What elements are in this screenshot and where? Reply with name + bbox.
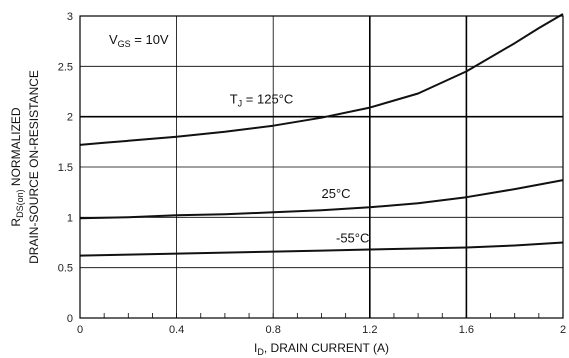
y-tick-labels: 0 0.5 1 1.5 2 2.5 3	[58, 11, 73, 325]
y-tick-label: 0.5	[58, 263, 73, 275]
series-line-2	[79, 241, 564, 257]
y-axis-label-line1: RDS(on) NORMALIZED	[9, 107, 25, 227]
tm55-annotation: -55°C	[336, 231, 369, 246]
grid	[80, 15, 564, 318]
x-tick-label: 0.4	[169, 324, 184, 336]
curves	[79, 13, 564, 257]
y-tick-label: 2.5	[58, 61, 73, 73]
y-tick-label: 3	[67, 11, 73, 23]
y-tick-label: 2	[67, 112, 73, 124]
x-axis-label: ID, DRAIN CURRENT (A)	[254, 341, 389, 357]
series-line-0	[79, 13, 564, 146]
plot-frame	[79, 15, 564, 319]
x-tick-labels: 0 0.4 0.8 1.2 1.6 2	[77, 324, 566, 336]
y-tick-label: 1.5	[58, 162, 73, 174]
t25-annotation: 25°C	[322, 186, 351, 201]
x-tick-label: 0.8	[266, 324, 281, 336]
tj-125-annotation: TJ = 125°C	[230, 92, 294, 109]
y-tick-label: 1	[67, 212, 73, 224]
x-tick-label: 0	[77, 324, 83, 336]
x-tick-label: 2	[560, 324, 566, 336]
x-tick-label: 1.2	[362, 324, 377, 336]
y-tick-label: 0	[67, 313, 73, 325]
y-axis-label-line2: DRAIN-SOURCE ON-RESISTANCE	[27, 70, 41, 264]
vgs-annotation: VGS = 10V	[109, 32, 169, 49]
x-tick-label: 1.6	[459, 324, 474, 336]
series-line-1	[79, 179, 564, 220]
